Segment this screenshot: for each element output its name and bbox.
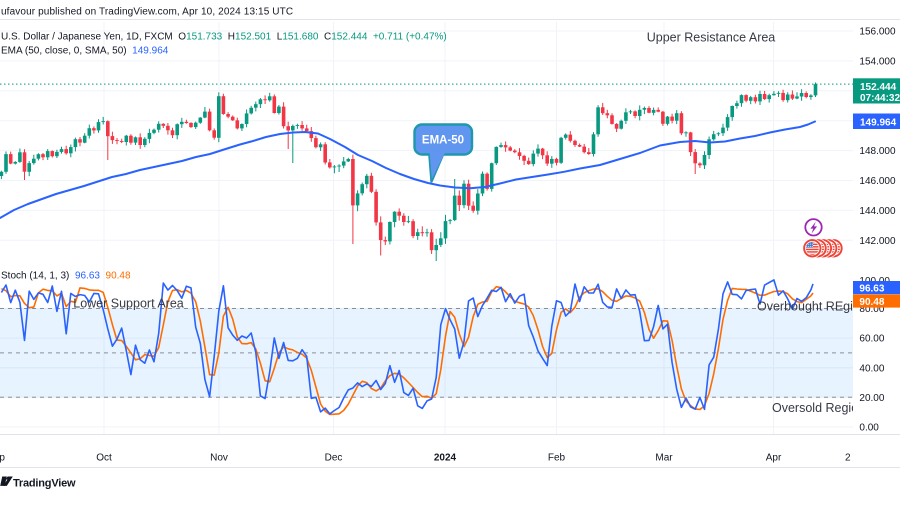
svg-text:Mar: Mar bbox=[655, 453, 673, 464]
svg-text:Lower Support Area: Lower Support Area bbox=[73, 297, 184, 311]
svg-text:Stoch (14, 1, 3) 96.63 90.48: Stoch (14, 1, 3) 96.63 90.48 bbox=[1, 271, 131, 282]
svg-text:EMA-50: EMA-50 bbox=[422, 135, 464, 147]
svg-text:146.000: 146.000 bbox=[859, 176, 896, 187]
svg-text:Feb: Feb bbox=[548, 453, 566, 464]
svg-text:07:44:32: 07:44:32 bbox=[860, 93, 900, 104]
svg-text:20.00: 20.00 bbox=[859, 393, 884, 404]
svg-text:Oct: Oct bbox=[96, 453, 112, 464]
svg-text:80.00: 80.00 bbox=[859, 304, 884, 315]
svg-text:152.444: 152.444 bbox=[860, 82, 897, 93]
svg-text:148.000: 148.000 bbox=[859, 146, 896, 157]
svg-text:144.000: 144.000 bbox=[859, 206, 896, 217]
svg-text:90.48: 90.48 bbox=[859, 297, 884, 308]
svg-text:Oversold Region: Oversold Region bbox=[772, 401, 865, 415]
svg-text:U.S. Dollar / Japanese Yen, 1D: U.S. Dollar / Japanese Yen, 1D, FXCM O15… bbox=[1, 32, 447, 43]
svg-text:TradingView: TradingView bbox=[13, 478, 76, 490]
svg-text:EMA (50, close, 0, SMA, 50) 1: EMA (50, close, 0, SMA, 50) 149.964 bbox=[1, 46, 169, 57]
svg-text:0.00: 0.00 bbox=[859, 423, 879, 434]
svg-text:Upper Resistance Area: Upper Resistance Area bbox=[647, 31, 776, 45]
svg-text:40.00: 40.00 bbox=[859, 363, 884, 374]
svg-text:60.00: 60.00 bbox=[859, 334, 884, 345]
svg-text:2024: 2024 bbox=[434, 453, 457, 464]
svg-text:Sep: Sep bbox=[0, 453, 5, 464]
svg-text:156.000: 156.000 bbox=[859, 27, 896, 38]
svg-text:Overbought REgion: Overbought REgion bbox=[757, 300, 867, 314]
svg-text:149.964: 149.964 bbox=[860, 117, 897, 128]
svg-text:Dec: Dec bbox=[325, 453, 343, 464]
svg-text:ufavour published on TradingVi: ufavour published on TradingView.com, Ap… bbox=[1, 7, 293, 18]
svg-text:Apr: Apr bbox=[766, 453, 782, 464]
svg-text:154.000: 154.000 bbox=[859, 57, 896, 68]
svg-text:2: 2 bbox=[845, 453, 851, 464]
svg-text:96.63: 96.63 bbox=[859, 283, 884, 294]
svg-text:142.000: 142.000 bbox=[859, 236, 896, 247]
svg-text:Nov: Nov bbox=[210, 453, 228, 464]
